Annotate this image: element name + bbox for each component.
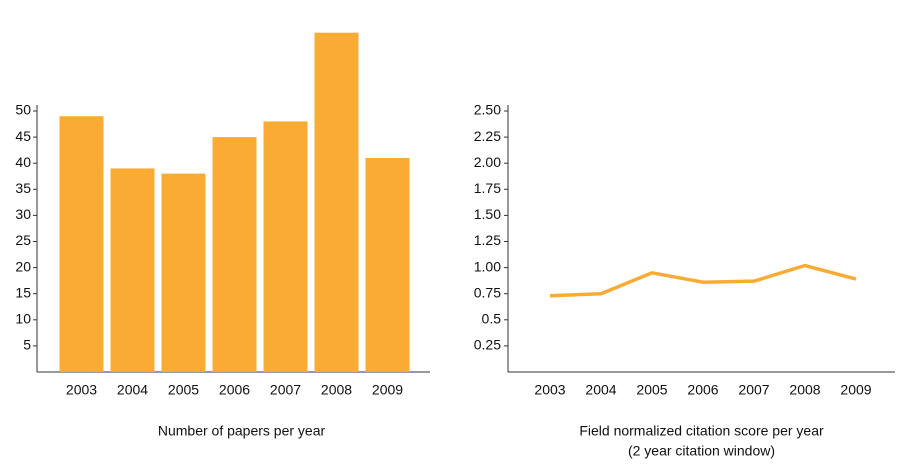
axis-label: (2 year citation window) [628,443,775,459]
y-tick-label: 2.00 [474,154,501,170]
x-tick-label: 2003 [534,382,565,398]
y-tick-label: 45 [15,128,31,144]
y-tick-label: 2.25 [474,128,501,144]
line [549,263,857,298]
x-tick-label: 2005 [168,382,199,398]
bar [59,116,104,372]
x-tick-label: 2005 [636,382,667,398]
x-tick-label: 2009 [372,382,403,398]
x-tick-label: 2004 [585,382,616,398]
y-tick-label: 0.25 [474,337,501,353]
y-tick-label: 30 [15,206,31,222]
y-tick-label: 2.50 [474,102,501,118]
y-tick-label: 1.00 [474,258,501,274]
x-tick-label: 2007 [270,382,301,398]
y-tick-label: 0.75 [474,284,501,300]
bar [212,137,257,372]
x-tick-label: 2004 [117,382,148,398]
bar [110,168,155,372]
bar [263,121,308,372]
y-tick-label: 50 [15,102,31,118]
x-tick-label: 2006 [687,382,718,398]
bar [365,157,410,372]
y-tick-label: 20 [15,258,31,274]
y-tick-label: 1.25 [474,232,501,248]
y-tick-label: 35 [15,180,31,196]
x-tick-label: 2009 [840,382,871,398]
x-tick-label: 2003 [66,382,97,398]
y-tick-label: 1.75 [474,180,501,196]
y-tick-label: 25 [15,232,31,248]
x-tick-label: 2008 [321,382,352,398]
y-tick-label: 15 [15,284,31,300]
axis-label: Number of papers per year [158,423,326,439]
axis-label: Field normalized citation score per year [579,423,824,439]
y-tick-label: 0.5 [482,311,502,327]
x-tick-label: 2006 [219,382,250,398]
y-tick-label: 5 [23,337,31,353]
x-tick-label: 2007 [738,382,769,398]
y-tick-label: 40 [15,154,31,170]
bar [314,32,359,372]
y-tick-label: 1.50 [474,206,501,222]
bar [161,173,206,372]
x-tick-label: 2008 [789,382,820,398]
y-tick-label: 10 [15,311,31,327]
